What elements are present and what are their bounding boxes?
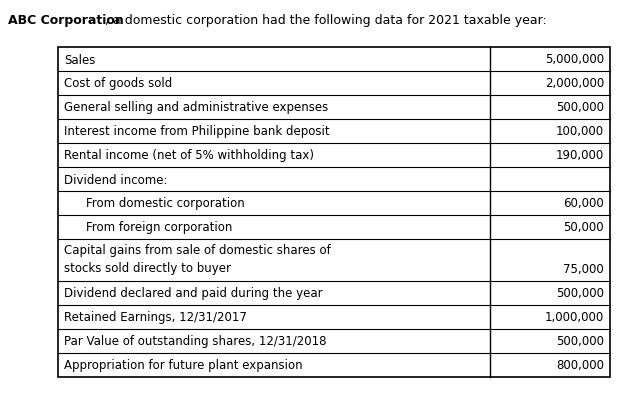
Text: Capital gains from sale of domestic shares of
stocks sold directly to buyer: Capital gains from sale of domestic shar… [64,243,331,274]
Text: From domestic corporation: From domestic corporation [86,197,245,210]
Text: , a domestic corporation had the following data for 2021 taxable year:: , a domestic corporation had the followi… [105,14,547,27]
Text: Dividend declared and paid during the year: Dividend declared and paid during the ye… [64,287,323,300]
Text: Sales: Sales [64,53,95,66]
Text: 60,000: 60,000 [563,197,604,210]
Text: Rental income (net of 5% withholding tax): Rental income (net of 5% withholding tax… [64,149,314,162]
Text: 2,000,000: 2,000,000 [544,77,604,90]
Text: Cost of goods sold: Cost of goods sold [64,77,172,90]
Text: Dividend income:: Dividend income: [64,173,168,186]
Text: 5,000,000: 5,000,000 [545,53,604,66]
Text: 500,000: 500,000 [556,287,604,300]
Text: Appropriation for future plant expansion: Appropriation for future plant expansion [64,358,303,372]
Text: ABC Corporation: ABC Corporation [8,14,124,27]
Text: 1,000,000: 1,000,000 [544,311,604,324]
Text: 190,000: 190,000 [556,149,604,162]
Bar [58,48,610,377]
Text: From foreign corporation: From foreign corporation [86,221,232,234]
Text: Interest income from Philippine bank deposit: Interest income from Philippine bank dep… [64,125,330,138]
Text: 100,000: 100,000 [556,125,604,138]
Text: 500,000: 500,000 [556,101,604,114]
Text: Par Value of outstanding shares, 12/31/2018: Par Value of outstanding shares, 12/31/2… [64,335,327,348]
Text: 50,000: 50,000 [563,221,604,234]
Text: General selling and administrative expenses: General selling and administrative expen… [64,101,328,114]
Text: 500,000: 500,000 [556,335,604,348]
Text: Retained Earnings, 12/31/2017: Retained Earnings, 12/31/2017 [64,311,247,324]
Text: 75,000: 75,000 [563,262,604,275]
Text: 800,000: 800,000 [556,358,604,372]
